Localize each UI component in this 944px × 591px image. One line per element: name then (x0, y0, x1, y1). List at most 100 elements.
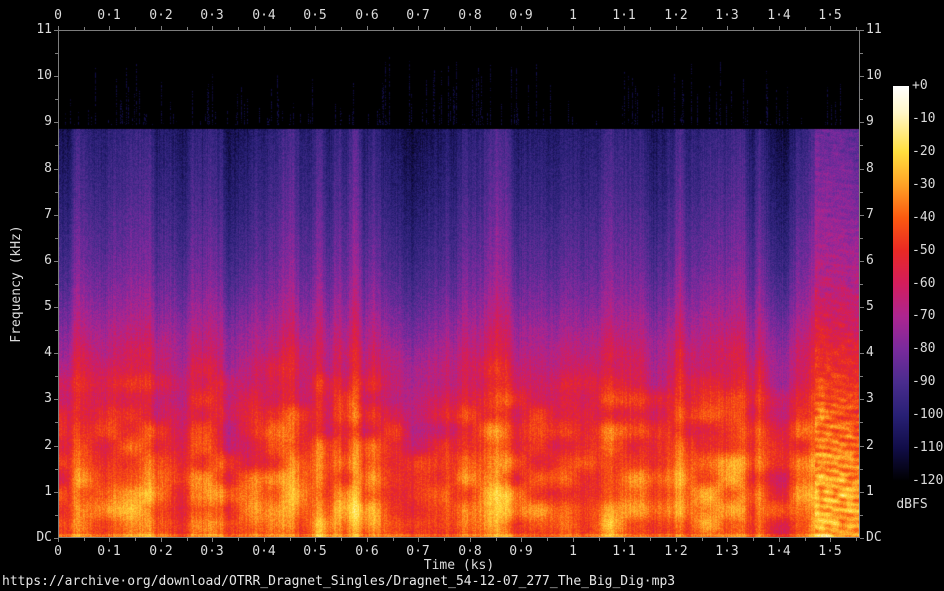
axis-tick (55, 99, 58, 100)
x-tick-label-top: 1·5 (818, 8, 842, 23)
x-tick-label-bottom: 0·8 (458, 544, 482, 559)
axis-tick (161, 26, 162, 30)
axis-tick (54, 492, 58, 493)
axis-tick (444, 27, 445, 30)
colorbar-tick-label: -90 (912, 374, 936, 389)
axis-tick (856, 538, 857, 541)
axis-tick (418, 26, 419, 30)
colorbar-tick-label: -30 (912, 177, 936, 192)
colorbar-tick-label: -50 (912, 243, 936, 258)
axis-tick (264, 26, 265, 30)
source-url: https://archive·org/download/OTRR_Dragne… (2, 574, 676, 589)
axis-tick (367, 26, 368, 30)
y-tick-label-left: 9 (44, 114, 52, 129)
axis-tick (650, 538, 651, 541)
colorbar-tick-label: -40 (912, 210, 936, 225)
y-tick-label-right: 5 (866, 299, 874, 314)
axis-tick (860, 53, 863, 54)
axis-tick (54, 122, 58, 123)
axis-tick (805, 538, 806, 541)
axis-tick (860, 238, 863, 239)
y-tick-label-right: 9 (866, 114, 874, 129)
axis-tick (212, 538, 213, 542)
axis-tick (393, 538, 394, 541)
axis-tick (779, 538, 780, 542)
spectrogram-heatmap (58, 30, 860, 538)
axis-tick (55, 422, 58, 423)
y-tick-label-left: 4 (44, 345, 52, 360)
colorbar-unit-label: dBFS (896, 497, 928, 512)
axis-tick (55, 284, 58, 285)
axis-tick (860, 145, 863, 146)
axis-tick (650, 27, 651, 30)
axis-tick (55, 145, 58, 146)
axis-tick (315, 538, 316, 542)
axis-tick (860, 538, 864, 539)
y-tick-label-right: 7 (866, 207, 874, 222)
axis-tick (727, 26, 728, 30)
axis-tick (55, 53, 58, 54)
y-tick-label-left: 2 (44, 438, 52, 453)
axis-tick (55, 469, 58, 470)
axis-tick (860, 30, 864, 31)
axis-tick (54, 169, 58, 170)
colorbar-tick-label: -80 (912, 341, 936, 356)
y-tick-label-left: 8 (44, 161, 52, 176)
axis-tick (212, 26, 213, 30)
axis-tick (135, 27, 136, 30)
x-tick-label-top: 0·1 (97, 8, 121, 23)
axis-tick (624, 538, 625, 542)
axis-tick (135, 538, 136, 541)
x-tick-label-top: 0 (54, 8, 62, 23)
axis-tick (753, 27, 754, 30)
axis-tick (444, 538, 445, 541)
y-tick-label-right: 2 (866, 438, 874, 453)
axis-tick (860, 215, 864, 216)
axis-tick (54, 353, 58, 354)
x-tick-label-bottom: 1·4 (767, 544, 791, 559)
axis-tick (599, 27, 600, 30)
axis-tick (264, 538, 265, 542)
colorbar-gradient (893, 86, 909, 481)
axis-tick (470, 26, 471, 30)
axis-tick (860, 515, 863, 516)
x-tick-label-top: 0·3 (200, 8, 224, 23)
y-tick-label-left: 5 (44, 299, 52, 314)
axis-tick (161, 538, 162, 542)
y-tick-label-right: 11 (866, 22, 882, 37)
axis-tick (55, 192, 58, 193)
axis-tick (238, 538, 239, 541)
x-tick-label-bottom: 0 (54, 544, 62, 559)
axis-tick (547, 538, 548, 541)
axis-tick (860, 284, 863, 285)
x-axis-title: Time (ks) (423, 558, 495, 573)
colorbar-tick-label: -20 (912, 144, 936, 159)
axis-tick (830, 538, 831, 542)
axis-tick (521, 538, 522, 542)
y-tick-label-left: DC (36, 530, 52, 545)
x-tick-label-top: 1·3 (715, 8, 739, 23)
x-tick-label-top: 1·1 (612, 8, 636, 23)
axis-tick (418, 538, 419, 542)
axis-tick (599, 538, 600, 541)
y-tick-label-left: 6 (44, 253, 52, 268)
x-tick-label-bottom: 1 (569, 544, 577, 559)
axis-tick (54, 76, 58, 77)
axis-tick (109, 26, 110, 30)
x-tick-label-bottom: 0·4 (252, 544, 276, 559)
axis-tick (860, 122, 864, 123)
x-tick-label-top: 0·2 (149, 8, 173, 23)
y-tick-label-right: 4 (866, 345, 874, 360)
axis-tick (238, 27, 239, 30)
axis-tick (341, 27, 342, 30)
axis-tick (290, 27, 291, 30)
colorbar-tick-label: -100 (912, 407, 944, 422)
axis-tick (860, 76, 864, 77)
axis-tick (55, 330, 58, 331)
axis-tick (84, 538, 85, 541)
axis-tick (290, 538, 291, 541)
colorbar-tick-label: +0 (912, 78, 928, 93)
y-tick-label-left: 11 (36, 22, 52, 37)
axis-tick (58, 26, 59, 30)
